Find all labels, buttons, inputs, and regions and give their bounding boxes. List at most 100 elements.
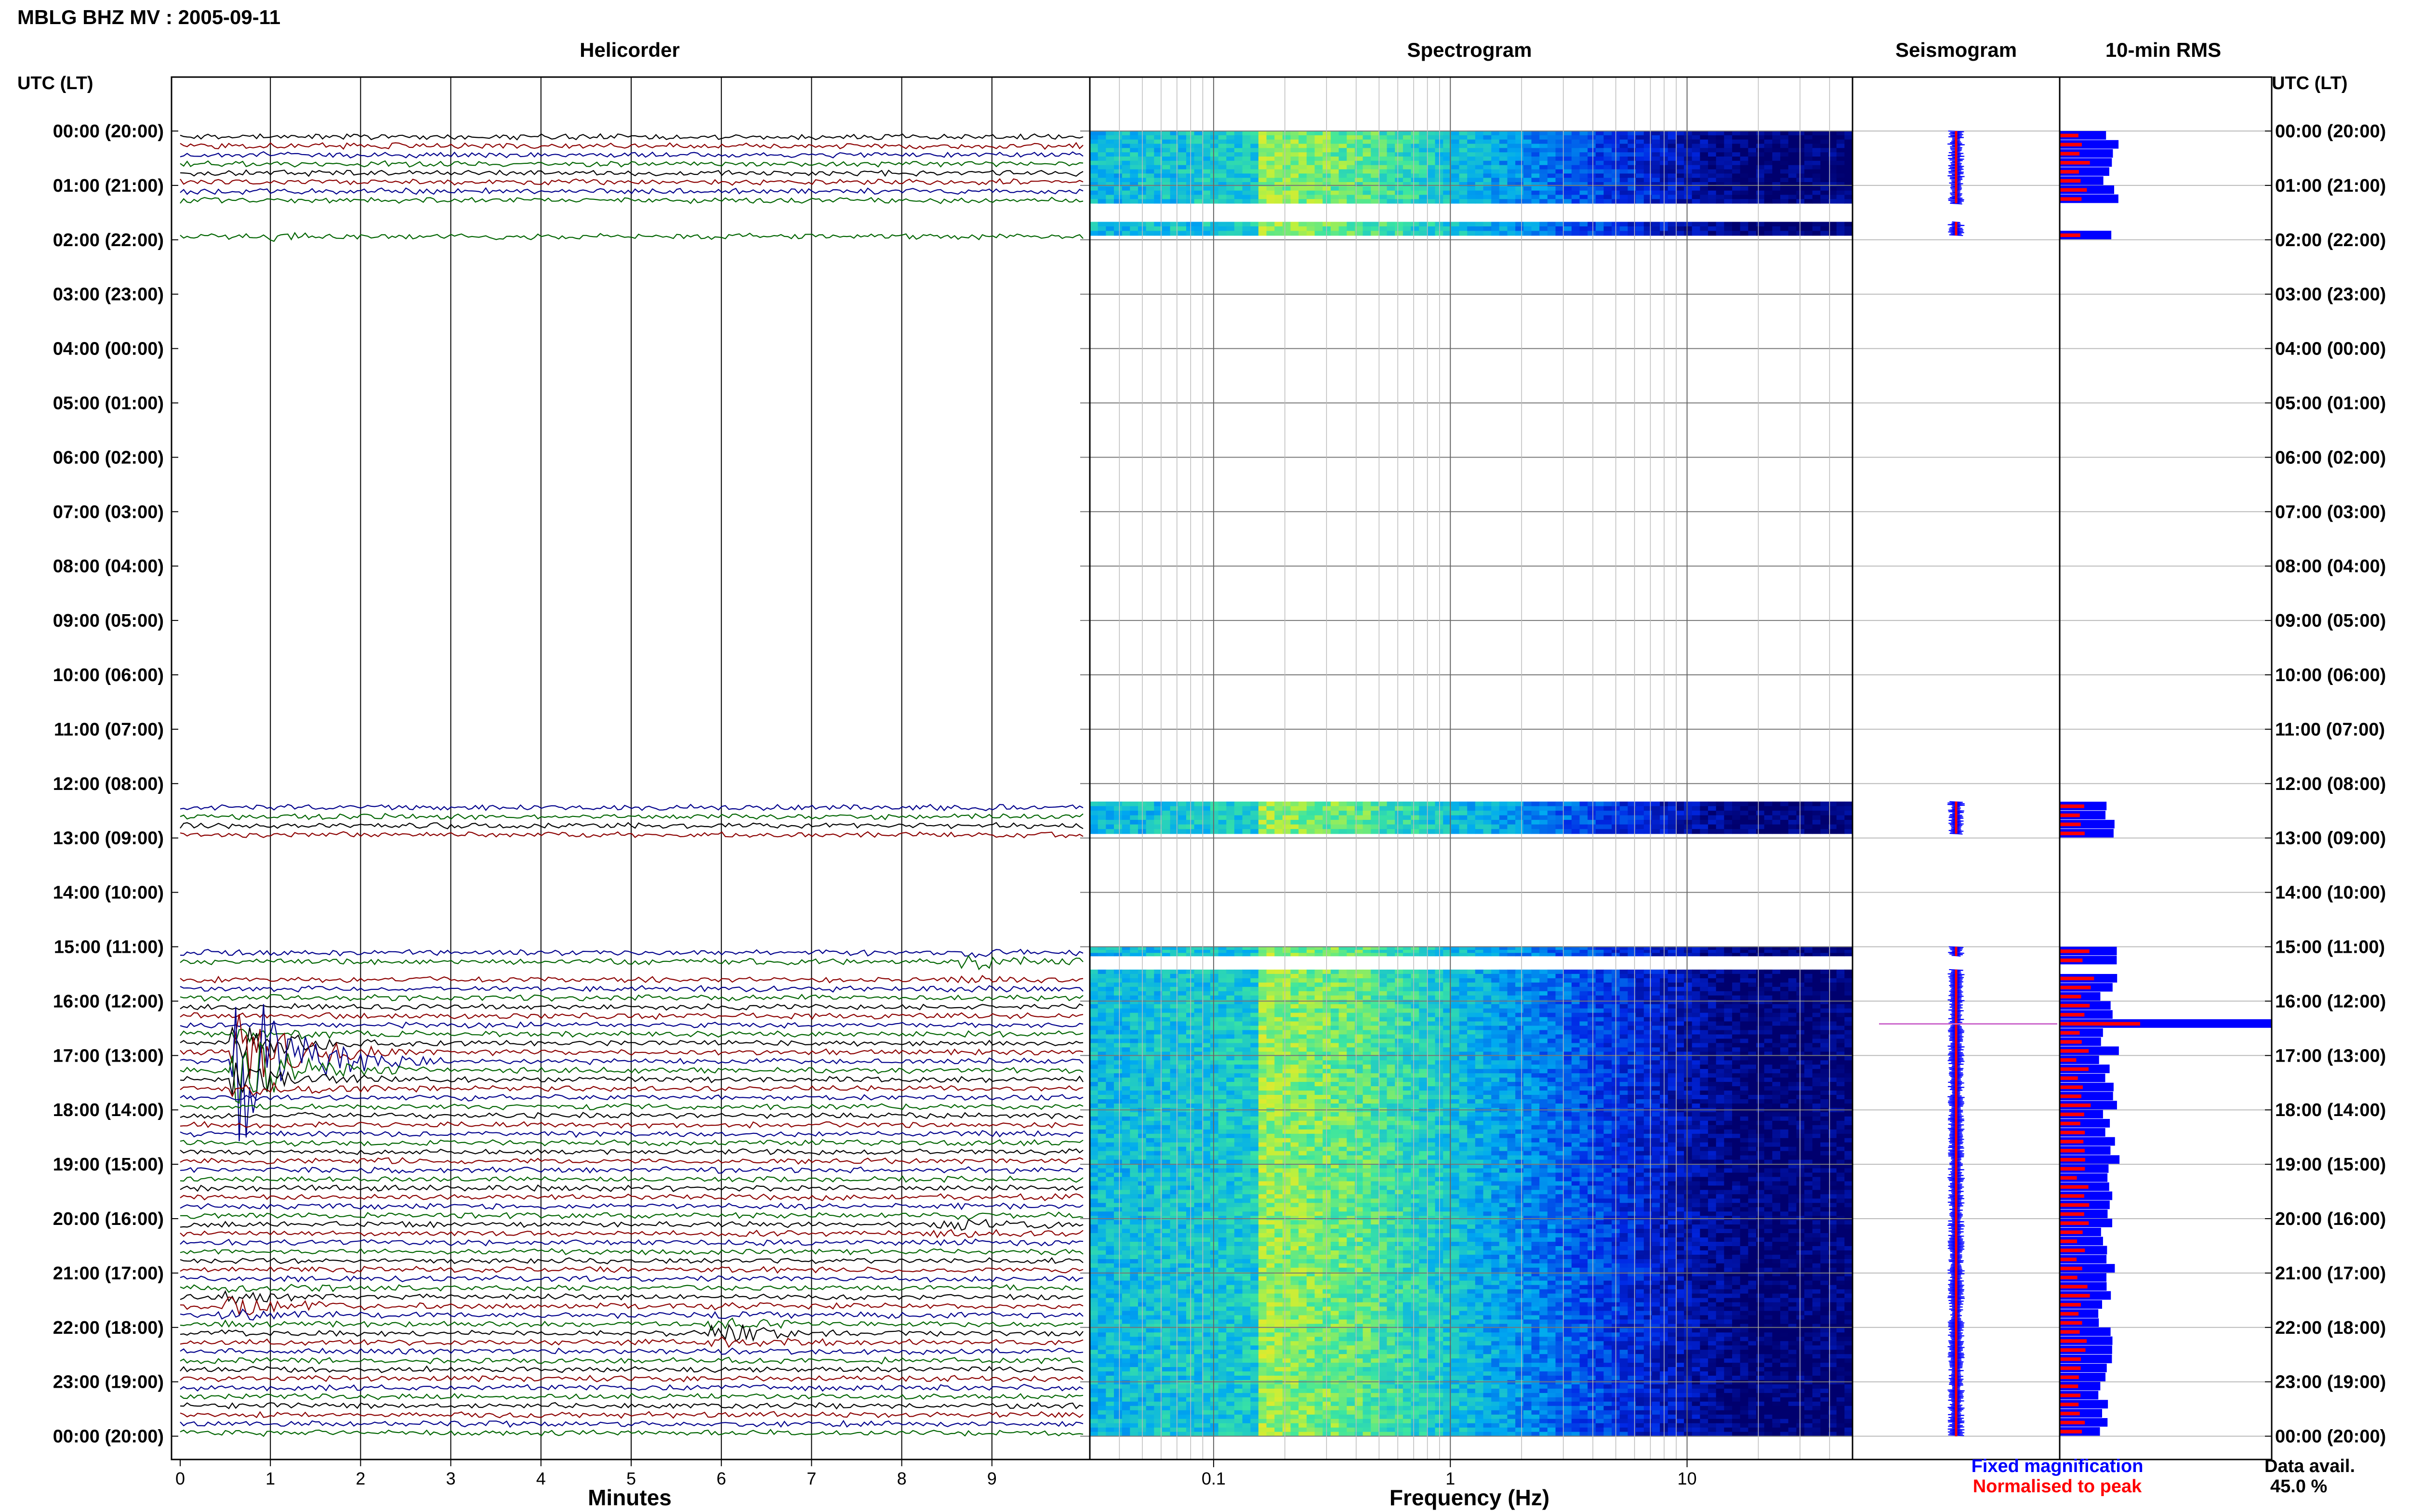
spectrogram-cell: [1804, 152, 1813, 157]
spectrogram-cell: [1427, 811, 1436, 816]
spectrogram-cell: [1459, 986, 1468, 992]
spectrogram-cell: [1692, 144, 1700, 148]
spectrogram-cell: [1459, 157, 1468, 161]
spectrogram-cell: [1748, 978, 1757, 983]
spectrogram-cell: [1178, 986, 1187, 992]
spectrogram-cell: [1571, 148, 1580, 153]
spectrogram-cell: [1475, 1030, 1484, 1035]
spectrogram-cell: [1427, 152, 1436, 157]
spectrogram-cell: [1403, 820, 1412, 825]
spectrogram-cell: [1210, 1012, 1219, 1018]
spectrogram-cell: [1531, 1021, 1540, 1026]
spectrogram-cell: [1788, 1043, 1797, 1048]
spectrogram-cell: [1106, 1060, 1114, 1065]
spectrogram-cell: [1844, 815, 1853, 820]
spectrogram-cell: [1202, 811, 1211, 816]
spectrogram-cell: [1796, 178, 1805, 183]
spectrogram-cell: [1571, 802, 1580, 807]
spectrogram-cell: [1740, 148, 1748, 153]
spectrogram-cell: [1154, 820, 1163, 825]
spectrogram-cell: [1459, 999, 1468, 1005]
spectrogram-cell: [1242, 811, 1251, 816]
spectrogram-cell: [1146, 1008, 1154, 1013]
spectrogram-cell: [1266, 231, 1275, 236]
spectrogram-cell: [1716, 135, 1724, 140]
spectrogram-cell: [1668, 178, 1676, 183]
spectrogram-cell: [1467, 820, 1476, 825]
spectrogram-cell: [1732, 995, 1741, 1000]
spectrogram-cell: [1146, 802, 1154, 807]
spectrogram-cell: [1451, 1060, 1460, 1065]
spectrogram-cell: [1146, 186, 1154, 191]
spectrogram-cell: [1106, 144, 1114, 148]
spectrogram-cell: [1250, 165, 1259, 170]
spectrogram-cell: [1780, 949, 1789, 953]
spectrogram-cell: [1298, 1012, 1307, 1018]
spectrogram-cell: [1820, 1021, 1829, 1026]
spectrogram-cell: [1796, 1056, 1805, 1061]
spectrogram-cell: [1740, 802, 1748, 807]
spectrogram-cell: [1828, 986, 1837, 992]
spectrogram-cell: [1515, 973, 1524, 979]
spectrogram-cell: [1194, 995, 1203, 1000]
spectrogram-cell: [1451, 829, 1460, 834]
spectrogram-cell: [1531, 173, 1540, 178]
spectrogram-cell: [1603, 165, 1612, 170]
spectrogram-cell: [1290, 199, 1299, 204]
spectrogram-cell: [1844, 1056, 1853, 1061]
spectrogram-cell: [1571, 820, 1580, 825]
spectrogram-cell: [1106, 199, 1114, 204]
spectrogram-cell: [1378, 1026, 1388, 1031]
spectrogram-cell: [1716, 1012, 1724, 1018]
spectrogram-cell: [1692, 1056, 1700, 1061]
spectrogram-cell: [1378, 222, 1388, 227]
spectrogram-cell: [1780, 820, 1789, 825]
spectrogram-cell: [1588, 186, 1596, 191]
spectrogram-cell: [1603, 1043, 1612, 1048]
spectrogram-cell: [1588, 1060, 1596, 1065]
spectrogram-cell: [1162, 1026, 1171, 1031]
spectrogram-cell: [1796, 991, 1805, 996]
spectrogram-cell: [1467, 1026, 1476, 1031]
spectrogram-cell: [1403, 1017, 1412, 1022]
spectrogram-cell: [1628, 1052, 1636, 1056]
spectrogram-cell: [1411, 190, 1419, 196]
spectrogram-cell: [1282, 1026, 1291, 1031]
spectrogram-row: [1090, 947, 1853, 950]
spectrogram-cell: [1162, 186, 1171, 191]
spectrogram-cell: [1636, 199, 1644, 204]
spectrogram-cell: [1740, 135, 1748, 140]
spectrogram-cell: [1748, 953, 1757, 957]
spectrogram-cell: [1210, 152, 1219, 157]
spectrogram-cell: [1210, 148, 1219, 153]
spectrogram-cell: [1194, 139, 1203, 145]
spectrogram-cell: [1154, 991, 1163, 996]
spectrogram-cell: [1692, 157, 1700, 161]
spectrogram-cell: [1146, 829, 1154, 834]
spectrogram-cell: [1106, 135, 1114, 140]
spectrogram-cell: [1539, 978, 1548, 983]
spectrogram-cell: [1555, 139, 1564, 145]
spectrogram-cell: [1483, 953, 1492, 957]
spectrogram-cell: [1628, 1034, 1636, 1039]
spectrogram-cell: [1427, 139, 1436, 145]
spectrogram-cell: [1106, 231, 1114, 236]
spectrogram-cell: [1130, 1021, 1138, 1026]
spectrogram-cell: [1812, 160, 1821, 166]
spectrogram-cell: [1298, 139, 1307, 145]
spectrogram-cell: [1459, 820, 1468, 825]
spectrogram-cell: [1090, 973, 1099, 979]
spectrogram-cell: [1467, 186, 1476, 191]
spectrogram-cell: [1555, 811, 1564, 816]
spectrogram-cell: [1162, 815, 1171, 820]
spectrogram-cell: [1700, 157, 1708, 161]
spectrogram-cell: [1740, 969, 1748, 974]
spectrogram-cell: [1250, 949, 1259, 953]
spectrogram-cell: [1218, 186, 1227, 191]
spectrogram-cell: [1218, 1052, 1227, 1056]
spectrogram-cell: [1218, 1026, 1227, 1031]
spectrogram-cell: [1652, 953, 1660, 957]
spectrogram-cell: [1122, 953, 1130, 957]
spectrogram-cell: [1539, 1004, 1548, 1009]
spectrogram-cell: [1475, 165, 1484, 170]
